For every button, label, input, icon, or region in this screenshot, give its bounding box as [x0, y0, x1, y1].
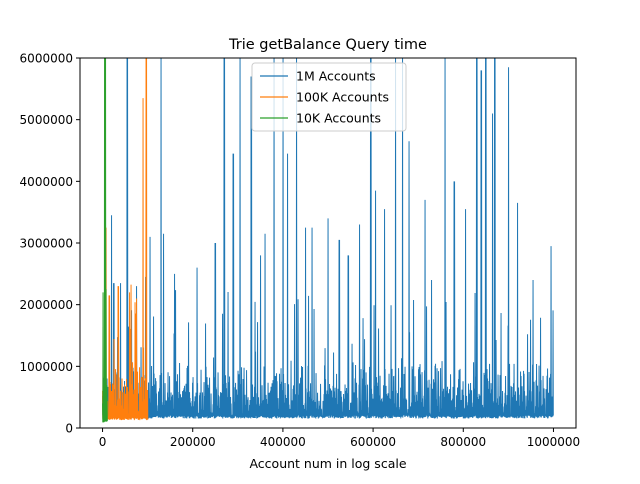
x-tick-label: 800000	[440, 435, 486, 449]
y-tick-label: 1000000	[20, 360, 73, 374]
series-line-1	[102, 58, 554, 420]
legend-label: 1M Accounts	[296, 69, 376, 84]
series-layer	[102, 58, 554, 423]
x-tick-label: 200000	[170, 435, 216, 449]
y-tick-label: 4000000	[20, 175, 73, 189]
y-tick-label: 6000000	[20, 52, 73, 66]
x-tick-label: 400000	[260, 435, 306, 449]
y-axis-ticks: 0 1000000 2000000 3000000 4000000 5000000 6000…	[20, 52, 80, 436]
x-axis-label: Account num in log scale	[249, 456, 406, 471]
x-tick-label: 1000000	[527, 435, 580, 449]
x-axis-ticks: 0 200000 400000 600000 800000 1000000	[99, 428, 580, 449]
legend-label: 10K Accounts	[296, 111, 381, 126]
x-tick-label: 600000	[350, 435, 396, 449]
legend-label: 100K Accounts	[296, 90, 389, 105]
series-line-3	[102, 58, 108, 423]
y-tick-label: 3000000	[20, 237, 73, 251]
y-tick-label: 0	[65, 422, 73, 436]
y-tick-label: 2000000	[20, 298, 73, 312]
series-line-2	[102, 58, 149, 421]
chart-title: Trie getBalance Query time	[228, 37, 427, 53]
legend: 1M Accounts 100K Accounts 10K Accounts	[251, 62, 407, 132]
x-tick-label: 0	[99, 435, 107, 449]
y-tick-label: 5000000	[20, 113, 73, 127]
legend-box	[251, 62, 407, 132]
